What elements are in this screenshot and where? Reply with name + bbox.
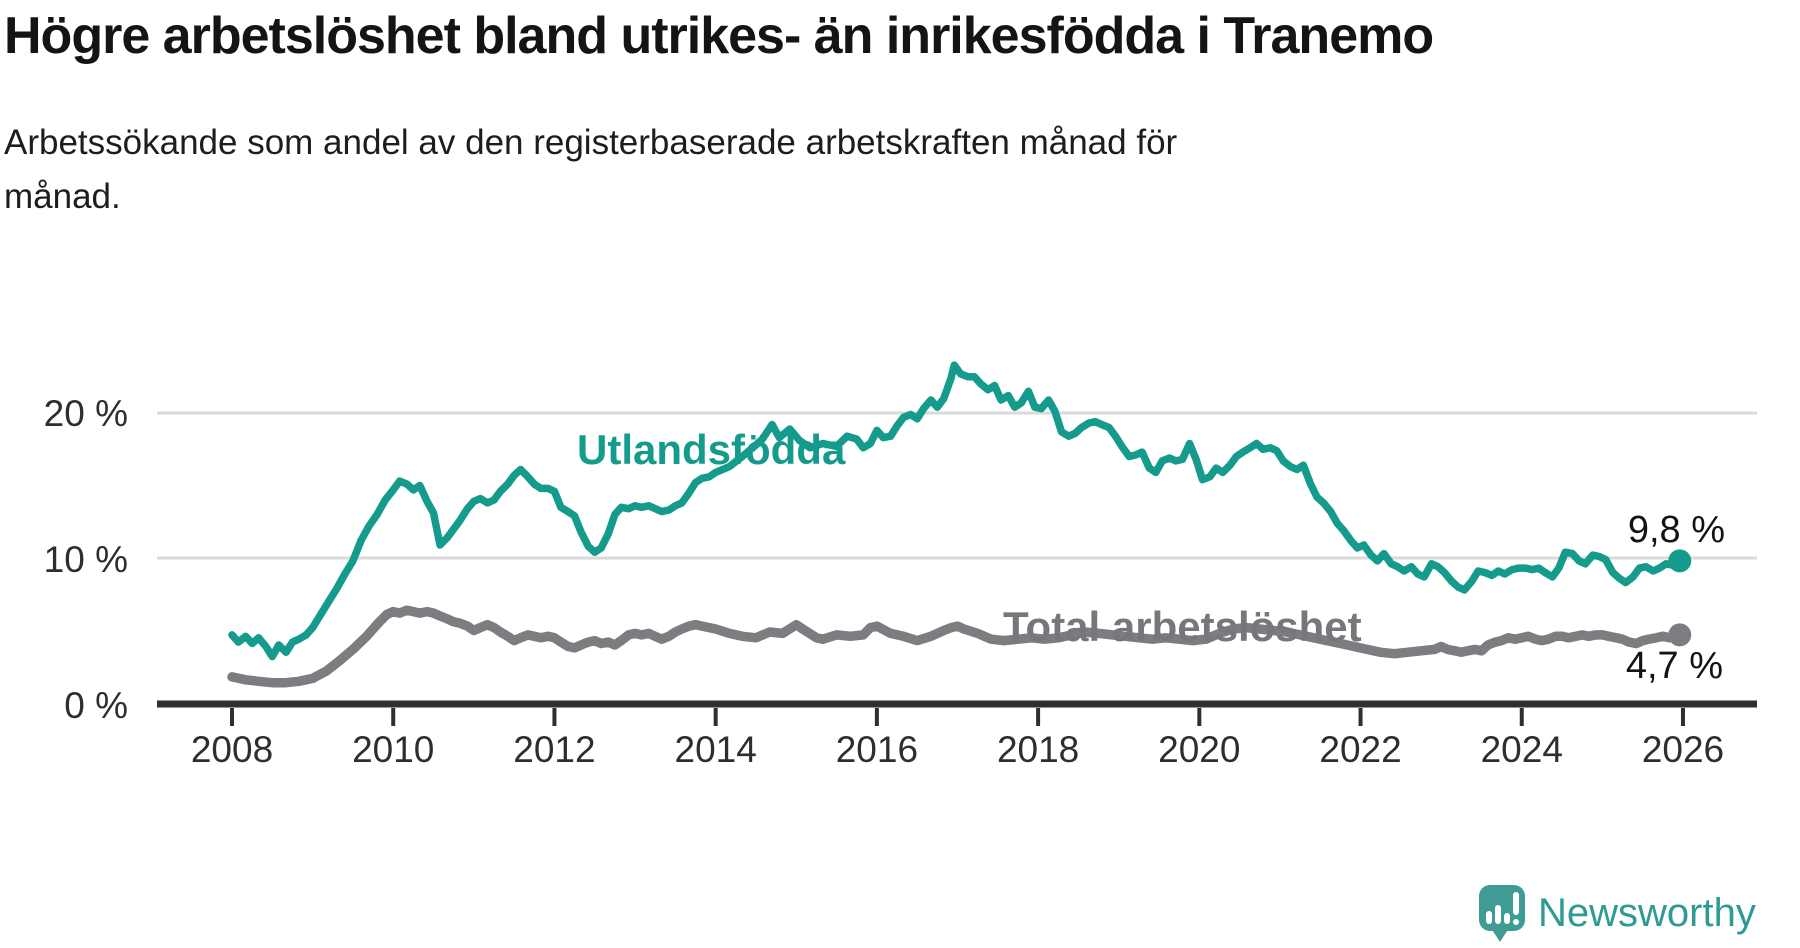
x-tick-label-2012: 2012 — [513, 729, 595, 770]
end-value-label-utlandsfodda: 9,8 % — [1627, 509, 1725, 551]
utlandsfodda-end-dot — [1668, 549, 1692, 573]
x-tick-label-2026: 2026 — [1642, 729, 1724, 770]
x-tick-label-2010: 2010 — [352, 729, 434, 770]
y-tick-label-10: 10 % — [43, 539, 128, 580]
x-tick-label-2018: 2018 — [997, 729, 1079, 770]
x-tick-label-2020: 2020 — [1158, 729, 1240, 770]
total-arbetsloshet-end-dot — [1668, 623, 1692, 647]
x-tick-label-2008: 2008 — [191, 729, 273, 770]
utlandsfodda-line — [228, 361, 1684, 661]
chart-subtitle-line1: Arbetssökande som andel av den registerb… — [4, 123, 1178, 162]
page-title: Högre arbetslöshet bland utrikes- än inr… — [4, 7, 1434, 65]
series-label-total-arbetsloshet: Total arbetslöshet — [1003, 603, 1362, 650]
newsworthy-logo: Newsworthy — [1478, 884, 1756, 948]
end-value-label-total: 4,7 % — [1625, 645, 1723, 687]
chart-subtitle-line2: månad. — [4, 177, 121, 216]
y-tick-label-0: 0 % — [64, 685, 128, 726]
x-tick-label-2024: 2024 — [1481, 729, 1563, 770]
x-tick-label-2022: 2022 — [1319, 729, 1401, 770]
series-label-utlandsfodda: Utlandsfödda — [577, 426, 846, 473]
newsworthy-logo-text: Newsworthy — [1538, 891, 1756, 935]
y-tick-label-20: 20 % — [43, 393, 128, 434]
x-tick-label-2016: 2016 — [836, 729, 918, 770]
newsworthy-speech-bubble-chart-icon — [1479, 885, 1525, 942]
x-tick-label-2014: 2014 — [675, 729, 757, 770]
total-arbetsloshet-line — [227, 605, 1685, 688]
